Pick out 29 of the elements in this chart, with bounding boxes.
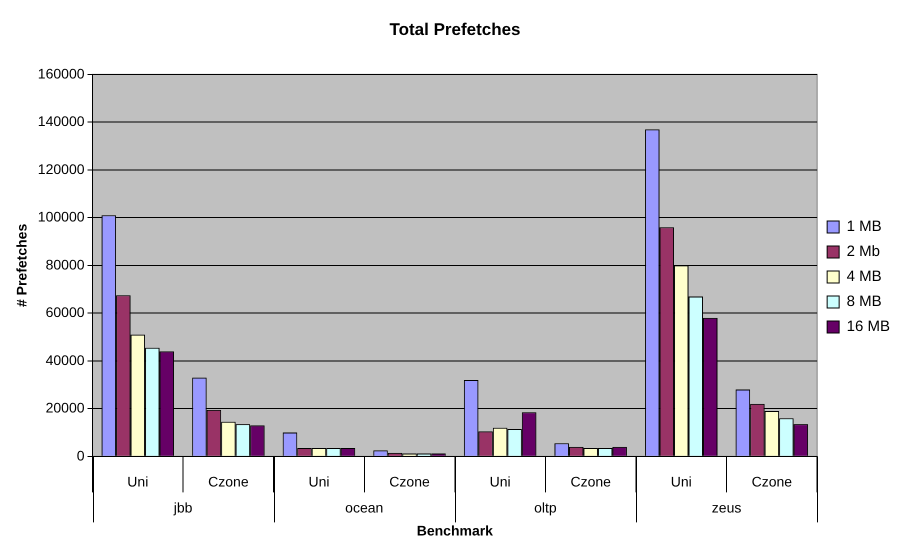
y-tick-label: 80000 bbox=[46, 256, 85, 272]
x-tick-label: Uni bbox=[127, 474, 148, 490]
y-tick-label: 160000 bbox=[38, 65, 85, 82]
x-tick-label: Czone bbox=[208, 474, 249, 490]
y-axis-title: # Prefetches bbox=[13, 224, 30, 308]
y-tick-label: 60000 bbox=[46, 304, 85, 320]
chart-title: Total Prefetches bbox=[389, 20, 521, 39]
legend-label: 1 MB bbox=[846, 218, 882, 236]
legend-label: 2 Mb bbox=[846, 243, 880, 260]
x-tick-label: Czone bbox=[389, 474, 430, 490]
text: oltp bbox=[534, 499, 557, 516]
x-tick-label: Uni bbox=[670, 474, 692, 490]
y-tick-label: 100000 bbox=[38, 208, 85, 225]
y-tick-label: 40000 bbox=[46, 352, 85, 368]
y-tick-label: 140000 bbox=[38, 113, 85, 130]
x-tick-label: Czone bbox=[752, 474, 792, 490]
text: jbb bbox=[172, 499, 193, 516]
x-tick-label: Czone bbox=[570, 474, 612, 490]
x-axis-title: Benchmark bbox=[416, 522, 494, 538]
y-tick-label: 120000 bbox=[38, 160, 85, 177]
y-tick-label: 20000 bbox=[46, 400, 85, 416]
legend-label: 8 MB bbox=[846, 293, 882, 310]
x-tick-label: Uni bbox=[308, 474, 330, 490]
legend-label: 16 MB bbox=[846, 318, 890, 336]
x-tick-label: Uni bbox=[490, 474, 511, 490]
text: zeus bbox=[712, 499, 742, 516]
text: ocean bbox=[345, 499, 384, 516]
legend-label: 4 MB bbox=[846, 268, 882, 286]
y-tick-label: 0 bbox=[76, 447, 85, 464]
